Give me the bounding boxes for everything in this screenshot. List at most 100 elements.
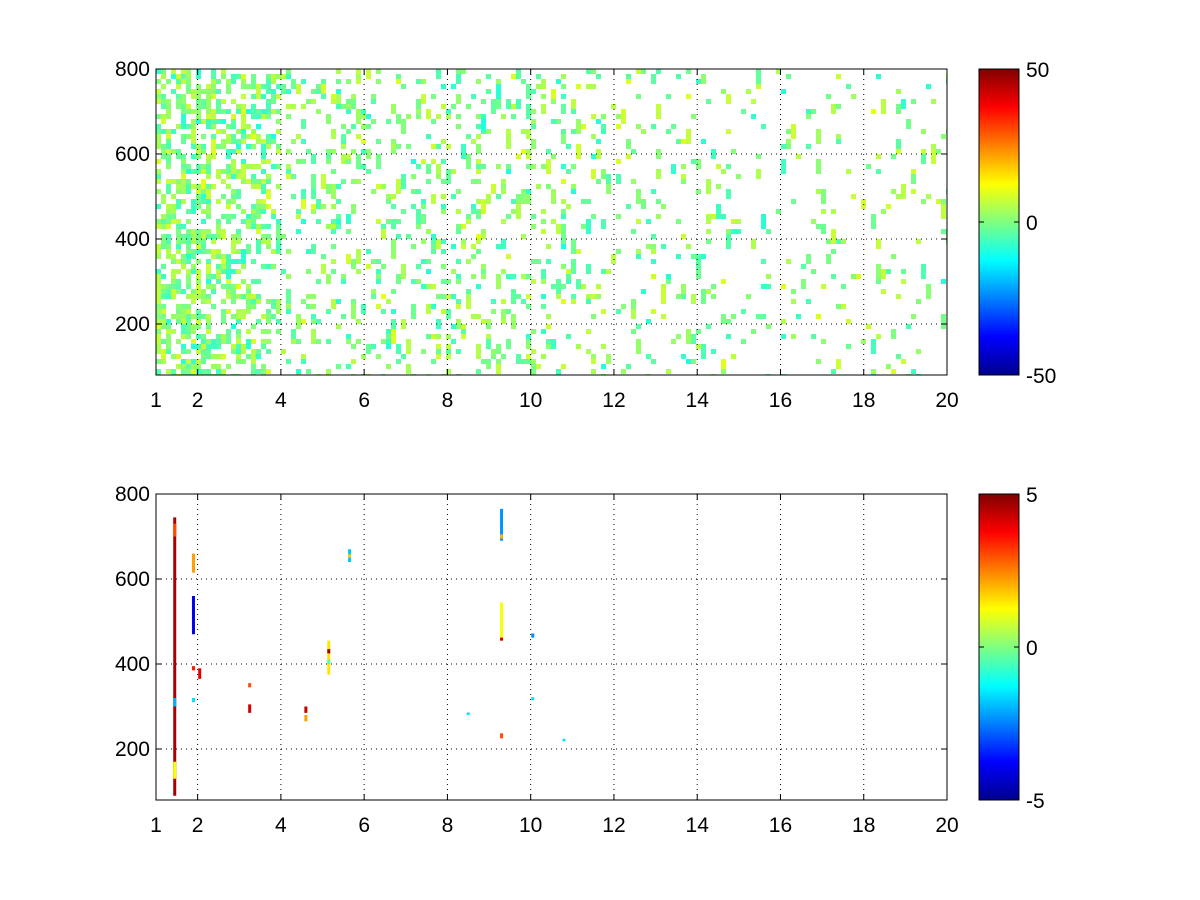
heatmap-cell: [481, 119, 486, 134]
heatmap-cell: [301, 354, 306, 359]
heatmap-cell: [216, 264, 221, 269]
heatmap-cell: [471, 314, 476, 319]
heatmap-cell: [366, 169, 371, 174]
heatmap-cell: [556, 369, 561, 375]
heatmap-cell: [271, 139, 276, 144]
heatmap-cell: [291, 329, 296, 344]
heatmap-cell: [311, 154, 316, 164]
heatmap-cell: [391, 144, 396, 149]
heatmap-cell: [906, 324, 911, 329]
heatmap-cell: [231, 99, 236, 104]
heatmap-cell: [621, 109, 626, 124]
heatmap-cell: [181, 124, 186, 129]
heatmap-cell: [248, 704, 252, 713]
heatmap-cell: [401, 319, 406, 329]
heatmap-cell: [171, 369, 176, 374]
heatmap-cell: [196, 244, 201, 249]
heatmap-cell: [636, 249, 641, 254]
heatmap-cell: [451, 269, 456, 274]
heatmap-cell: [241, 344, 246, 354]
heatmap-cell: [261, 139, 266, 144]
heatmap-cell: [266, 204, 271, 209]
heatmap-cell: [566, 144, 571, 149]
heatmap-cell: [466, 104, 471, 109]
heatmap-cell: [261, 114, 266, 119]
heatmap-cell: [361, 114, 366, 119]
heatmap-cell: [171, 284, 176, 289]
heatmap-cell: [311, 89, 316, 94]
heatmap-cell: [636, 94, 641, 99]
heatmap-cell: [811, 334, 816, 339]
heatmap-cell: [551, 284, 556, 289]
heatmap-cell: [276, 319, 281, 324]
heatmap-cell: [666, 129, 671, 134]
heatmap-cell: [911, 314, 916, 319]
heatmap-cell: [541, 329, 546, 334]
heatmap-cell: [496, 194, 501, 199]
heatmap-cell: [516, 99, 521, 109]
heatmap-cell: [336, 89, 341, 94]
heatmap-cell: [516, 204, 521, 219]
heatmap-cell: [516, 354, 521, 364]
heatmap-cell: [236, 139, 241, 144]
heatmap-cell: [676, 74, 681, 79]
heatmap-cell: [266, 114, 271, 119]
heatmap-cell: [651, 274, 656, 279]
heatmap-cell: [471, 274, 476, 279]
heatmap-cell: [651, 359, 656, 364]
heatmap-cell: [191, 249, 196, 254]
heatmap-cell: [251, 94, 256, 99]
heatmap-cell: [336, 324, 341, 329]
heatmap-cell: [241, 359, 246, 364]
heatmap-cell: [466, 214, 471, 219]
x-tick-label: 4: [275, 814, 287, 837]
heatmap-cell: [406, 234, 411, 239]
heatmap-cell: [191, 254, 196, 259]
heatmap-cell: [406, 364, 411, 374]
heatmap-cell: [491, 299, 496, 304]
heatmap-cell: [591, 114, 596, 119]
heatmap-cell: [581, 199, 586, 204]
heatmap-cell: [456, 189, 461, 194]
heatmap-cell: [156, 324, 161, 329]
heatmap-cell: [531, 109, 536, 114]
heatmap-cell: [911, 169, 916, 174]
heatmap-cell: [601, 124, 606, 129]
heatmap-cell: [171, 279, 176, 284]
heatmap-cell: [271, 209, 276, 214]
heatmap-cell: [781, 334, 786, 339]
heatmap-cell: [721, 169, 726, 174]
heatmap-cell: [271, 89, 276, 94]
heatmap-cell: [161, 74, 166, 79]
x-tick-label: 18: [852, 814, 875, 837]
heatmap-cell: [441, 279, 446, 284]
heatmap-cell: [931, 99, 936, 104]
heatmap-cell: [371, 259, 376, 264]
heatmap-cell: [471, 139, 476, 144]
heatmap-cell: [941, 199, 946, 204]
heatmap-cell: [466, 299, 471, 309]
heatmap-cell: [681, 284, 686, 299]
heatmap-cell: [481, 199, 486, 214]
heatmap-cell: [536, 74, 541, 79]
heatmap-cell: [846, 169, 851, 174]
heatmap-cell: [346, 364, 351, 369]
colorbar-tick-label: -50: [1026, 365, 1056, 388]
heatmap-cell: [211, 119, 216, 124]
heatmap-cell: [156, 304, 161, 309]
heatmap-cell: [521, 129, 526, 134]
heatmap-cell: [571, 109, 576, 114]
heatmap-cell: [476, 199, 481, 204]
heatmap-cell: [286, 249, 291, 254]
heatmap-cell: [196, 229, 201, 244]
heatmap-cell: [156, 224, 161, 229]
heatmap-cell: [546, 184, 551, 189]
heatmap-cell: [201, 344, 206, 349]
heatmap-cell: [331, 134, 336, 139]
heatmap-cell: [491, 354, 496, 359]
heatmap-cell: [391, 204, 396, 209]
heatmap-cell: [166, 99, 171, 104]
heatmap-cell: [531, 369, 536, 375]
heatmap-cell: [211, 114, 216, 119]
heatmap-cell: [521, 274, 526, 279]
